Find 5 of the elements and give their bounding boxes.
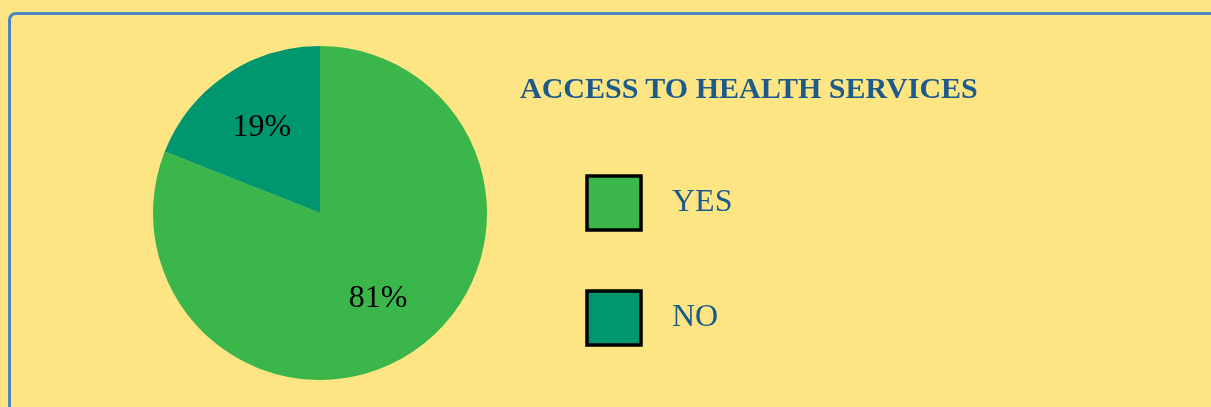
legend-label: YES xyxy=(672,182,733,219)
data-label: 81% xyxy=(348,278,408,315)
text: ACCESS TO HEALTH SERVICES xyxy=(520,70,978,104)
legend-label: NO xyxy=(672,297,719,334)
data-label: 19% xyxy=(232,106,292,143)
